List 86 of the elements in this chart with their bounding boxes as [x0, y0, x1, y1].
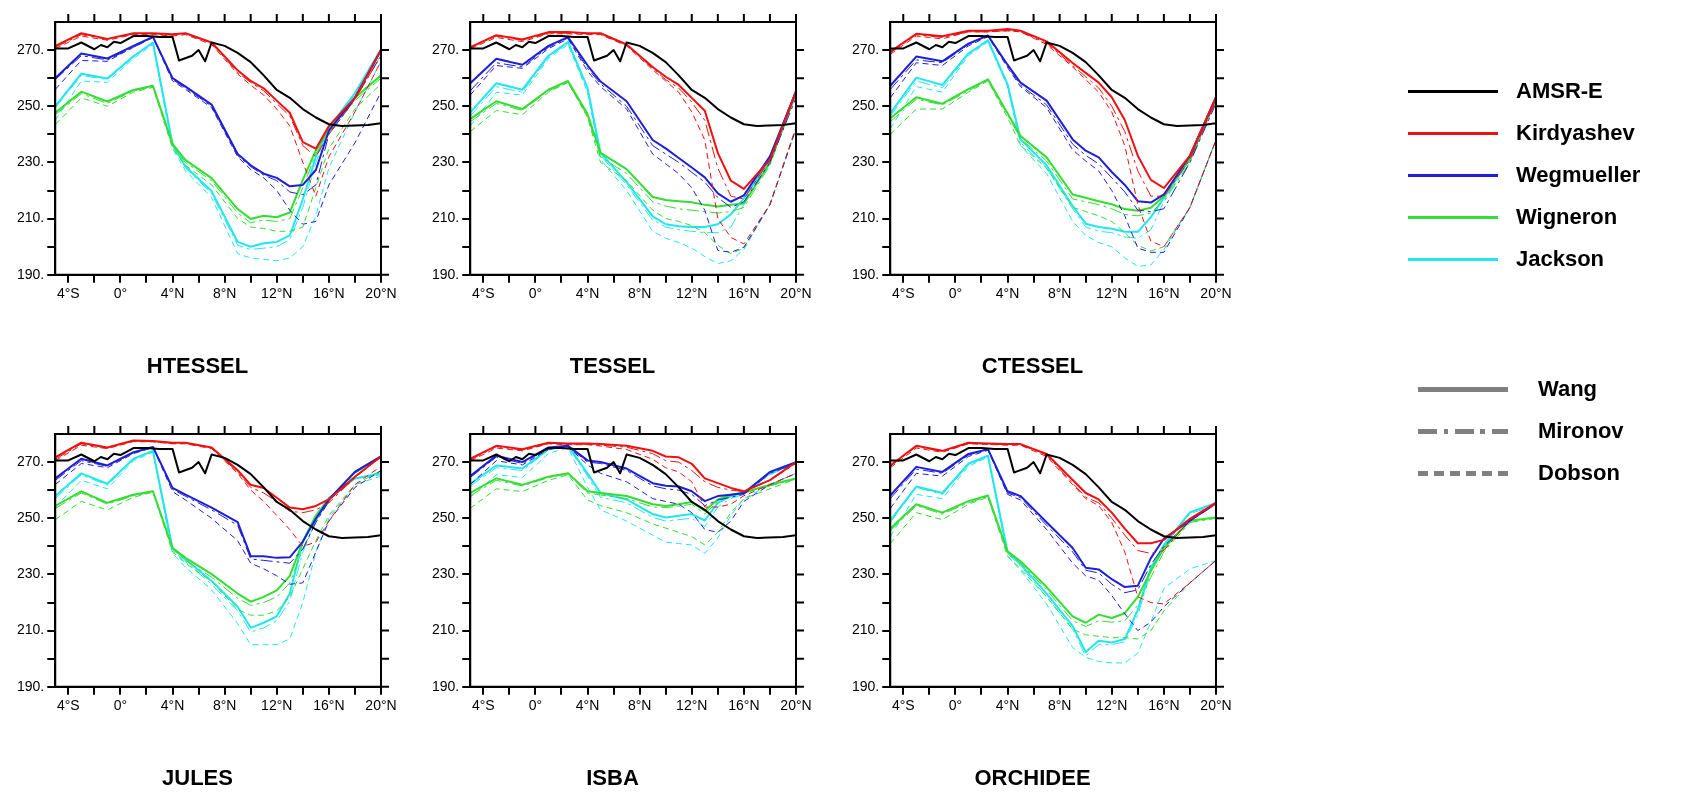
- y-tick-label: 190.: [432, 265, 460, 282]
- y-tick-label: 250.: [852, 509, 880, 526]
- x-tick-label: 4°N: [575, 697, 600, 714]
- x-tick-label: 16°N: [1148, 285, 1180, 302]
- text: CTESSEL: [981, 352, 1084, 378]
- y-tick-label: 230.: [852, 565, 880, 582]
- legend-label: Dobson: [1538, 460, 1620, 486]
- x-tick-label: 12°N: [261, 697, 293, 714]
- x-tick-label: 20°N: [1200, 697, 1232, 714]
- x-tick-label: 12°N: [1096, 285, 1128, 302]
- x-tick-label: 0°: [113, 697, 128, 714]
- y-tick-label: 210.: [852, 621, 880, 638]
- x-tick-label: 12°N: [676, 697, 708, 714]
- x-tick-label: 4°S: [891, 697, 915, 714]
- x-tick-label: 16°N: [1148, 697, 1180, 714]
- y-tick-label: 210.: [17, 209, 45, 226]
- y-tick-label: 250.: [432, 97, 460, 114]
- legend-label: Wigneron: [1516, 204, 1618, 230]
- text: HTESSEL: [146, 352, 249, 378]
- legend-label: Jackson: [1516, 246, 1605, 272]
- y-tick-label: 210.: [17, 621, 45, 638]
- y-tick-label: 210.: [852, 209, 880, 226]
- y-tick-label: 250.: [852, 97, 880, 114]
- x-tick-label: 8°N: [627, 285, 652, 302]
- x-tick-label: 0°: [113, 285, 128, 302]
- x-tick-label: 12°N: [1096, 697, 1128, 714]
- text: JULES: [162, 764, 233, 790]
- x-tick-label: 4°S: [56, 285, 80, 302]
- y-tick-label: 270.: [432, 40, 460, 57]
- text: TESSEL: [569, 352, 656, 378]
- x-tick-label: 20°N: [1200, 285, 1232, 302]
- x-tick-label: 12°N: [676, 285, 708, 302]
- x-tick-label: 16°N: [313, 697, 345, 714]
- x-tick-label: 16°N: [728, 285, 760, 302]
- x-tick-label: 4°N: [995, 697, 1020, 714]
- y-tick-label: 270.: [17, 452, 45, 469]
- x-tick-label: 8°N: [212, 285, 237, 302]
- x-tick-label: 16°N: [728, 697, 760, 714]
- x-tick-label: 12°N: [261, 285, 293, 302]
- legend-label: Wang: [1538, 376, 1598, 402]
- x-tick-label: 4°S: [56, 697, 80, 714]
- y-tick-label: 250.: [17, 509, 45, 526]
- x-tick-label: 20°N: [780, 697, 812, 714]
- x-tick-label: 8°N: [627, 697, 652, 714]
- legend-label: Wegmueller: [1516, 162, 1641, 188]
- text: ISBA: [586, 764, 639, 790]
- x-tick-label: 8°N: [1047, 697, 1072, 714]
- legend-label: Mironov: [1538, 418, 1624, 444]
- y-tick-label: 270.: [432, 452, 460, 469]
- y-tick-label: 190.: [17, 677, 45, 694]
- x-tick-label: 0°: [948, 285, 963, 302]
- x-tick-label: 20°N: [365, 697, 397, 714]
- x-tick-label: 4°N: [160, 285, 185, 302]
- y-tick-label: 230.: [17, 153, 45, 170]
- y-tick-label: 230.: [852, 153, 880, 170]
- x-tick-label: 20°N: [780, 285, 812, 302]
- y-tick-label: 210.: [432, 621, 460, 638]
- x-tick-label: 0°: [948, 697, 963, 714]
- y-tick-label: 190.: [852, 677, 880, 694]
- x-tick-label: 4°N: [995, 285, 1020, 302]
- x-tick-label: 0°: [528, 697, 543, 714]
- y-tick-label: 230.: [17, 565, 45, 582]
- text: ORCHIDEE: [974, 764, 1091, 790]
- y-tick-label: 250.: [17, 97, 45, 114]
- y-tick-label: 190.: [852, 265, 880, 282]
- x-tick-label: 4°S: [471, 285, 495, 302]
- y-tick-label: 270.: [852, 452, 880, 469]
- y-tick-label: 270.: [17, 40, 45, 57]
- x-tick-label: 4°S: [471, 697, 495, 714]
- y-tick-label: 210.: [432, 209, 460, 226]
- x-tick-label: 4°S: [891, 285, 915, 302]
- x-tick-label: 20°N: [365, 285, 397, 302]
- x-tick-label: 16°N: [313, 285, 345, 302]
- y-tick-label: 270.: [852, 40, 880, 57]
- x-tick-label: 0°: [528, 285, 543, 302]
- x-tick-label: 4°N: [575, 285, 600, 302]
- y-tick-label: 190.: [17, 265, 45, 282]
- y-tick-label: 230.: [432, 565, 460, 582]
- y-tick-label: 230.: [432, 153, 460, 170]
- x-tick-label: 8°N: [212, 697, 237, 714]
- y-tick-label: 190.: [432, 677, 460, 694]
- legend-label: AMSR-E: [1516, 78, 1603, 104]
- x-tick-label: 8°N: [1047, 285, 1072, 302]
- x-tick-label: 4°N: [160, 697, 185, 714]
- legend-label: Kirdyashev: [1516, 120, 1635, 146]
- y-tick-label: 250.: [432, 509, 460, 526]
